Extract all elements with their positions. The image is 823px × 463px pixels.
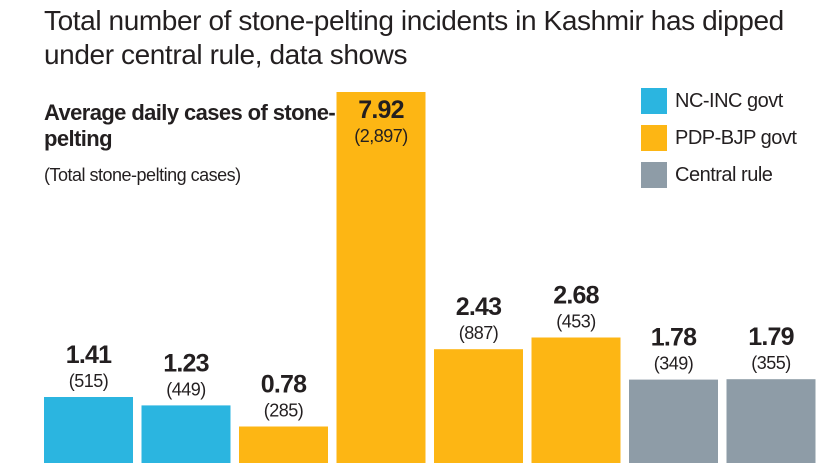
bar-1 <box>44 397 133 463</box>
bar-total-label-6: (453) <box>556 312 596 332</box>
bar-8 <box>726 379 816 463</box>
bar-total-label-5: (887) <box>459 323 499 343</box>
bar-value-label-2: 1.23 <box>163 349 208 377</box>
bar-5 <box>434 349 523 463</box>
bar-total-label-8: (355) <box>751 353 791 373</box>
bar-7 <box>629 379 718 463</box>
legend-swatch-central-rule <box>641 162 667 188</box>
bar-3 <box>239 426 328 463</box>
bar-value-label-7: 1.78 <box>651 324 697 352</box>
chart-headline: Total number of stone-pelting incidents … <box>44 5 784 70</box>
chart-legend: NC-INC govt PDP-BJP govt Central rule <box>641 88 821 199</box>
bar-value-label-8: 1.79 <box>748 323 793 351</box>
bar-value-label-4: 7.92 <box>358 96 403 124</box>
bar-4 <box>336 92 426 463</box>
bar-total-label-2: (449) <box>166 379 206 399</box>
bar-value-label-3: 0.78 <box>261 371 307 399</box>
bar-6 <box>531 337 621 463</box>
bar-total-label-3: (285) <box>264 401 304 421</box>
bar-total-label-4: (2,897) <box>354 126 408 146</box>
legend-item-pdp-bjp: PDP-BJP govt <box>641 125 821 151</box>
bar-value-label-5: 2.43 <box>456 293 501 321</box>
legend-swatch-nc-inc <box>641 88 667 114</box>
chart-title: Average daily cases of stone-pelting <box>44 100 336 151</box>
bar-total-label-7: (349) <box>654 354 694 374</box>
legend-label-central-rule: Central rule <box>675 164 773 186</box>
legend-label-pdp-bjp: PDP-BJP govt <box>675 127 797 149</box>
bar-value-label-1: 1.41 <box>66 341 112 369</box>
bar-total-label-1: (515) <box>69 371 109 391</box>
legend-label-nc-inc: NC-INC govt <box>675 90 783 112</box>
legend-swatch-pdp-bjp <box>641 125 667 151</box>
bar-2 <box>141 405 231 463</box>
legend-item-nc-inc: NC-INC govt <box>641 88 821 114</box>
legend-item-central-rule: Central rule <box>641 162 821 188</box>
chart-subtitle: (Total stone-pelting cases) <box>44 165 241 185</box>
bar-value-label-6: 2.68 <box>553 282 599 310</box>
